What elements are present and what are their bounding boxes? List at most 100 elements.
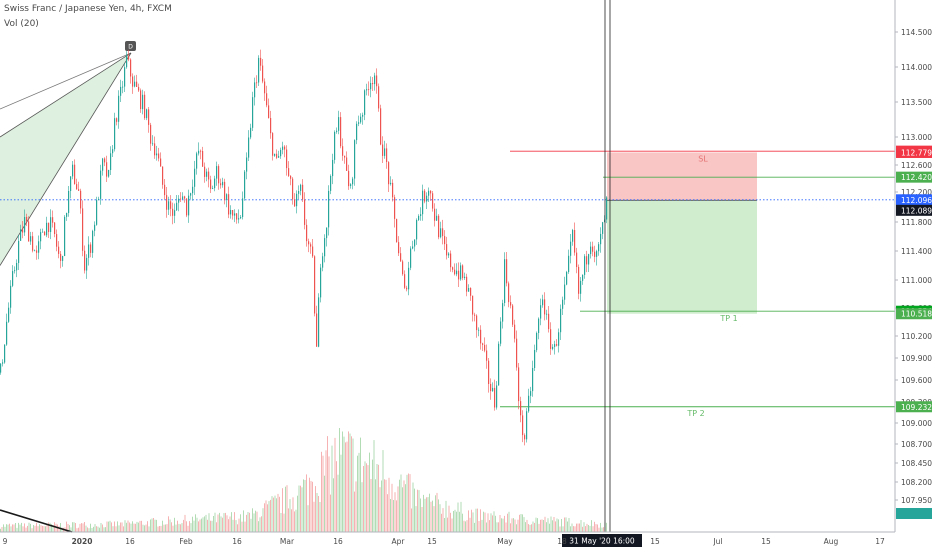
- price-level-badge[interactable]: [896, 194, 932, 206]
- candle-body: [584, 256, 586, 275]
- volume-bar: [94, 524, 96, 532]
- volume-bar: [505, 522, 507, 532]
- price-level-badge[interactable]: [896, 308, 932, 320]
- candle-body: [160, 158, 162, 167]
- candle-body: [20, 229, 22, 241]
- volume-bar: [288, 508, 289, 532]
- candle-body: [536, 333, 538, 351]
- candle-body: [346, 157, 348, 171]
- candle-body: [260, 57, 262, 66]
- volume-bar: [169, 519, 171, 532]
- time-tick-label: 16: [333, 537, 343, 546]
- candle-body: [108, 170, 110, 177]
- position-boxes[interactable]: [607, 152, 757, 314]
- volume-bar: [528, 524, 529, 532]
- candle-body: [16, 263, 18, 271]
- drawing-marker[interactable]: [125, 41, 136, 51]
- candle-body: [334, 132, 336, 160]
- volume-bar: [175, 524, 177, 532]
- candle-body: [310, 244, 312, 247]
- volume-bar: [595, 524, 597, 532]
- volume-bar: [127, 520, 129, 532]
- volume-bar: [255, 510, 256, 532]
- candle-body: [38, 241, 40, 253]
- volume-bar: [319, 502, 321, 532]
- candle-body: [100, 170, 102, 199]
- time-axis[interactable]: 9 2020 16 Feb 16 Mar 16 Apr 15 May 18 15 Jul 15 Aug 17: [0, 531, 895, 546]
- volume-bar: [93, 526, 94, 532]
- level-lines[interactable]: [0, 150, 895, 408]
- volume-bar: [372, 459, 373, 532]
- symbol-title[interactable]: Swiss Franc / Japanese Yen, 4h, FXCM: [4, 4, 172, 14]
- volume-bar: [447, 517, 448, 532]
- volume-bar: [207, 519, 208, 532]
- candle-body: [560, 308, 562, 333]
- volume-bar: [406, 474, 408, 532]
- volume-bar: [205, 514, 207, 532]
- candle-body: [424, 190, 426, 202]
- stop-loss-zone[interactable]: [607, 152, 757, 201]
- price-level-badge[interactable]: [896, 171, 932, 183]
- price-level-badge[interactable]: [896, 146, 932, 158]
- candle-body: [44, 231, 46, 236]
- volume-bar: [409, 474, 411, 532]
- trend-fan-drawing[interactable]: D: [0, 41, 136, 533]
- candle-body: [286, 149, 288, 169]
- volume-indicator-label[interactable]: Vol (20): [4, 19, 39, 29]
- candle-body: [178, 198, 180, 203]
- candles-layer: [0, 49, 608, 446]
- candle-body: [528, 395, 530, 412]
- volume-bar: [358, 452, 360, 532]
- candle-body: [480, 329, 482, 344]
- price-level-label: 112.096: [901, 196, 932, 205]
- volume-bar: [186, 521, 187, 532]
- volume-bar: [115, 526, 117, 532]
- volume-bar: [19, 524, 21, 532]
- candle-body: [450, 253, 452, 268]
- candle-body: [488, 360, 490, 384]
- candle-body: [240, 217, 242, 219]
- volume-bar: [567, 521, 568, 532]
- candle-body: [358, 122, 360, 124]
- candle-body: [590, 246, 592, 255]
- volume-bar: [274, 495, 276, 532]
- crosshair: 31 May '20 16:00: [562, 0, 642, 547]
- volume-bar: [252, 508, 253, 532]
- candle-body: [524, 435, 526, 440]
- candle-body: [554, 344, 556, 347]
- price-axis[interactable]: 114.500 114.000 113.500 113.000 112.600 112.2…: [894, 0, 932, 532]
- candle-body: [236, 213, 238, 220]
- candle-body: [482, 343, 484, 345]
- candle-body: [362, 114, 364, 117]
- candle-body: [40, 232, 42, 242]
- candle-body: [150, 124, 152, 144]
- volume-bar: [171, 522, 172, 532]
- volume-bar: [1, 527, 3, 532]
- volume-bar: [504, 515, 505, 532]
- volume-bar: [555, 521, 556, 532]
- volume-bar: [453, 511, 454, 532]
- candle-body: [422, 190, 424, 215]
- price-level-label: 112.420: [901, 173, 932, 182]
- price-level-badge[interactable]: [896, 401, 932, 413]
- volume-bar: [291, 509, 292, 532]
- candle-body: [576, 252, 578, 267]
- volume-bar: [397, 486, 399, 532]
- volume-bar: [546, 522, 547, 532]
- candle-body: [572, 230, 574, 242]
- candle-body: [244, 171, 246, 199]
- volume-bar: [262, 508, 264, 532]
- volume-bar: [28, 522, 30, 532]
- volume-bar: [235, 520, 237, 532]
- volume-value-badge: [896, 508, 932, 519]
- candle-body: [342, 146, 344, 156]
- volume-bar: [349, 433, 351, 532]
- candle-body: [518, 367, 520, 402]
- volume-bar: [583, 522, 585, 532]
- volume-bar: [123, 526, 124, 532]
- volume-bar: [510, 523, 511, 532]
- volume-bar: [553, 517, 555, 532]
- take-profit-zone[interactable]: [607, 200, 757, 314]
